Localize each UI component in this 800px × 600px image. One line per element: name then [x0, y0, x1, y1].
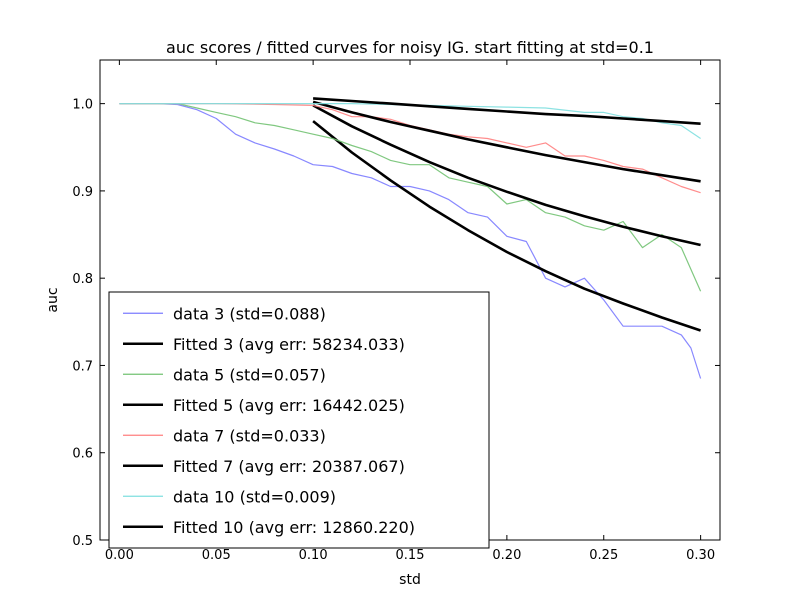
series-line-7 — [313, 97, 701, 125]
x-axis-label: std — [399, 572, 421, 588]
legend-label-4: data 7 (std=0.033) — [173, 426, 326, 445]
series-line-2 — [119, 102, 702, 292]
y-tick-label-4: 0.9 — [72, 185, 93, 200]
x-tick-label-0: 0.00 — [105, 548, 134, 563]
x-tick-label-1: 0.05 — [202, 548, 231, 563]
y-tick-label-1: 0.6 — [72, 447, 93, 462]
y-tick-label-2: 0.7 — [72, 359, 93, 374]
x-tick-label-2: 0.10 — [299, 548, 328, 563]
y-tick-label-3: 0.8 — [72, 272, 93, 287]
ticks-layer: 0.00 0.05 0.10 0.15 0.20 0.25 0.30 0.5 0.6 0.7 0.8… — [72, 60, 720, 563]
legend-label-6: data 10 (std=0.009) — [173, 487, 336, 506]
series-line-4 — [119, 102, 701, 194]
x-tick-label-4: 0.20 — [492, 548, 521, 563]
legend-label-0: data 3 (std=0.088) — [173, 304, 326, 323]
legend-label-3: Fitted 5 (avg err: 16442.025) — [173, 396, 405, 415]
legend-box — [108, 291, 490, 549]
y-tick-label-5: 1.0 — [72, 98, 93, 113]
x-tick-label-6: 0.30 — [686, 548, 715, 563]
series-line-3 — [312, 104, 701, 247]
series-line-5 — [312, 100, 701, 183]
x-tick-label-3: 0.15 — [396, 548, 425, 563]
y-tick-label-0: 0.5 — [72, 534, 93, 549]
series-line-1 — [312, 120, 702, 332]
x-tick-label-5: 0.25 — [589, 548, 618, 563]
legend: data 3 (std=0.088) Fitted 3 (avg err: 582… — [108, 291, 490, 549]
chart-title: auc scores / fitted curves for noisy IG.… — [166, 38, 654, 57]
legend-label-5: Fitted 7 (avg err: 20387.067) — [173, 457, 405, 476]
series-layer — [119, 97, 702, 379]
series-line-6 — [119, 102, 701, 139]
legend-label-1: Fitted 3 (avg err: 58234.033) — [173, 335, 405, 354]
legend-label-2: data 5 (std=0.057) — [173, 365, 326, 384]
legend-label-7: Fitted 10 (avg err: 12860.220) — [173, 518, 415, 537]
series-line-0 — [119, 102, 702, 379]
y-axis-label: auc — [45, 287, 61, 312]
